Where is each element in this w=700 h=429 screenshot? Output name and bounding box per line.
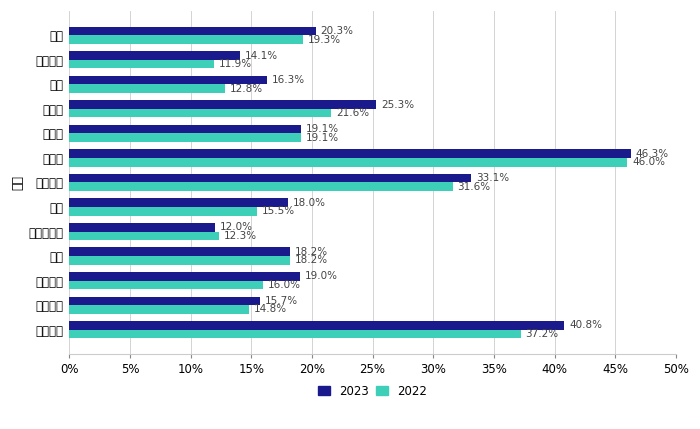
Bar xyxy=(69,133,301,142)
Text: 33.1%: 33.1% xyxy=(476,173,509,183)
Legend: 2023, 2022: 2023, 2022 xyxy=(314,380,432,403)
Text: 21.6%: 21.6% xyxy=(336,108,370,118)
Text: 12.0%: 12.0% xyxy=(220,222,253,232)
Text: 18.0%: 18.0% xyxy=(293,198,326,208)
Text: 19.1%: 19.1% xyxy=(306,124,339,134)
Text: 46.0%: 46.0% xyxy=(632,157,665,167)
Text: 12.8%: 12.8% xyxy=(230,84,262,94)
Bar xyxy=(69,158,627,166)
Bar xyxy=(69,60,214,68)
Text: 40.8%: 40.8% xyxy=(569,320,602,330)
Text: 18.2%: 18.2% xyxy=(295,247,328,257)
Text: 18.2%: 18.2% xyxy=(295,255,328,265)
Text: 16.0%: 16.0% xyxy=(268,280,301,290)
Bar xyxy=(69,100,377,109)
Bar xyxy=(69,76,267,85)
Bar xyxy=(69,149,631,158)
Text: 14.1%: 14.1% xyxy=(245,51,279,60)
Text: 19.1%: 19.1% xyxy=(306,133,339,143)
Bar xyxy=(69,109,331,118)
Bar xyxy=(69,85,225,93)
Text: 16.3%: 16.3% xyxy=(272,75,305,85)
Bar xyxy=(69,296,260,305)
Bar xyxy=(69,27,316,35)
Bar xyxy=(69,174,471,182)
Text: 46.3%: 46.3% xyxy=(636,148,669,159)
Bar xyxy=(69,182,453,191)
Text: 14.8%: 14.8% xyxy=(253,305,287,314)
Text: 20.3%: 20.3% xyxy=(321,26,354,36)
Bar xyxy=(69,232,218,240)
Text: 15.5%: 15.5% xyxy=(262,206,295,216)
Bar xyxy=(69,125,301,133)
Bar xyxy=(69,51,240,60)
Bar xyxy=(69,256,290,265)
Bar xyxy=(69,305,249,314)
Bar xyxy=(69,207,258,215)
Bar xyxy=(69,198,288,207)
Text: 37.2%: 37.2% xyxy=(526,329,559,339)
Bar xyxy=(69,321,564,329)
Bar xyxy=(69,272,300,281)
Text: 31.6%: 31.6% xyxy=(458,182,491,192)
Bar xyxy=(69,35,304,44)
Bar xyxy=(69,281,263,289)
Bar xyxy=(69,223,215,232)
Bar xyxy=(69,248,290,256)
Text: 25.3%: 25.3% xyxy=(381,100,414,109)
Text: 12.3%: 12.3% xyxy=(223,231,256,241)
Text: 15.7%: 15.7% xyxy=(265,296,298,306)
Bar xyxy=(69,329,521,338)
Text: 11.9%: 11.9% xyxy=(218,59,251,69)
Text: 19.3%: 19.3% xyxy=(308,35,342,45)
Y-axis label: 地区: 地区 xyxy=(11,175,24,190)
Text: 19.0%: 19.0% xyxy=(304,271,337,281)
